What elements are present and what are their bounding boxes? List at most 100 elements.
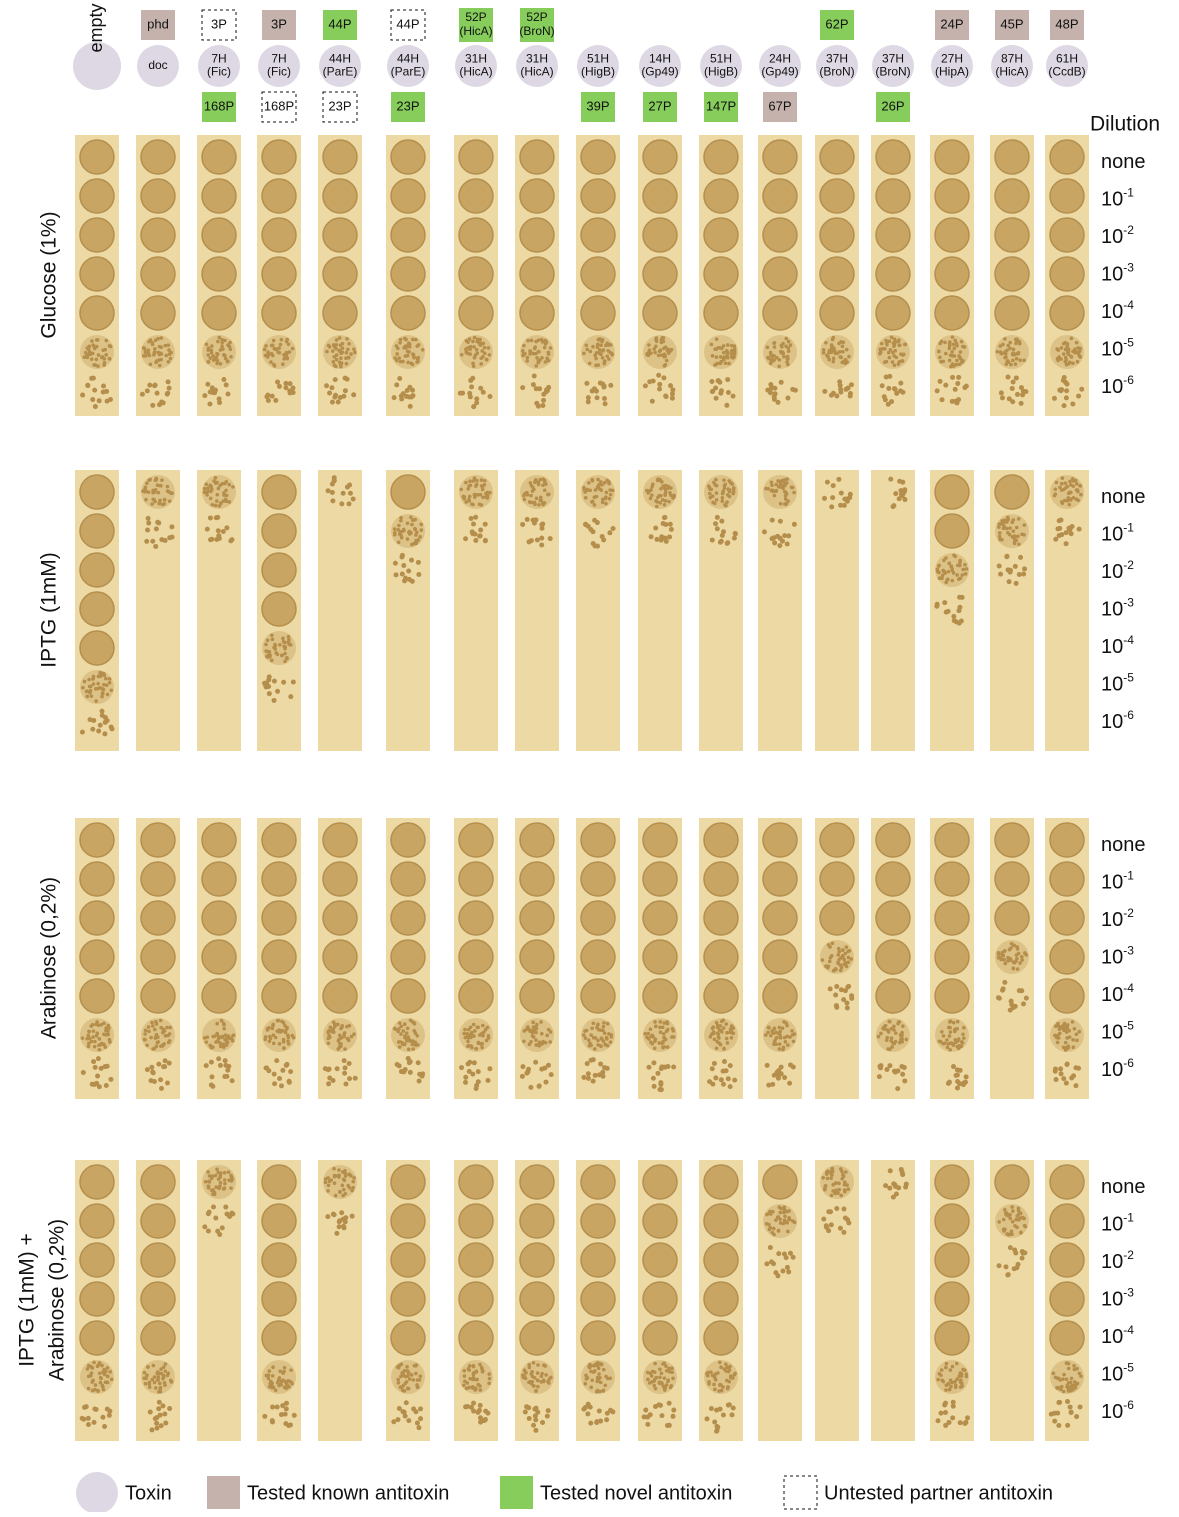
dilution-base: 10: [1101, 984, 1123, 1006]
colony: [406, 1387, 410, 1391]
dilution-label: 10-2: [1101, 558, 1134, 583]
colony: [602, 1025, 606, 1029]
colony: [1016, 534, 1020, 538]
colony: [414, 1043, 418, 1047]
colony: [728, 490, 732, 494]
colony: [469, 516, 474, 521]
colony: [1074, 1414, 1079, 1419]
condition-label: IPTG (1mM) +: [16, 1233, 39, 1367]
colony: [999, 352, 1003, 356]
colony: [948, 341, 952, 345]
colony: [885, 1036, 889, 1040]
colony: [87, 1387, 91, 1391]
plate-strip: [318, 470, 362, 751]
colony: [532, 521, 537, 526]
plate-strip: [699, 470, 743, 751]
colony: [142, 354, 146, 358]
colony: [662, 1032, 666, 1036]
colony: [229, 1211, 234, 1216]
spot: [391, 1321, 425, 1355]
colony: [780, 344, 784, 348]
spot: [80, 257, 114, 291]
colony: [1056, 1423, 1061, 1428]
colony: [268, 650, 272, 654]
colony: [1073, 1083, 1078, 1088]
colony: [468, 479, 472, 483]
colony: [646, 1378, 650, 1382]
colony: [843, 1183, 847, 1187]
spot: [141, 1165, 175, 1199]
colony: [1062, 342, 1066, 346]
colony: [397, 1063, 402, 1068]
colony: [278, 351, 282, 355]
spot: [995, 296, 1029, 330]
colony: [944, 352, 948, 356]
colony: [203, 487, 207, 491]
colony: [650, 485, 654, 489]
colony: [544, 482, 548, 486]
colony: [1064, 541, 1069, 546]
spot: [80, 1282, 114, 1316]
colony: [465, 1387, 469, 1391]
colony: [409, 558, 414, 563]
spot: [520, 296, 554, 330]
colony: [653, 1046, 657, 1050]
colony: [156, 1062, 161, 1067]
spot: [704, 1204, 738, 1238]
spot: [262, 1321, 296, 1355]
colony: [216, 1056, 221, 1061]
colony: [330, 490, 335, 495]
toxin-label: 31H: [465, 52, 487, 66]
colony: [793, 388, 798, 393]
colony: [280, 1068, 285, 1073]
colony: [664, 491, 668, 495]
colony: [782, 1020, 786, 1024]
dilution-base: 10: [1101, 1059, 1123, 1081]
colony: [159, 537, 164, 542]
colony: [85, 689, 89, 693]
colony: [665, 359, 669, 363]
colony: [531, 1021, 535, 1025]
colony: [326, 488, 331, 493]
colony: [604, 1384, 608, 1388]
colony: [407, 1047, 411, 1051]
colony: [957, 1037, 961, 1041]
colony: [905, 1038, 909, 1042]
colony: [407, 385, 412, 390]
colony: [106, 1381, 110, 1385]
colony: [940, 1379, 944, 1383]
colony: [337, 1219, 342, 1224]
colony: [339, 350, 343, 354]
colony: [1075, 341, 1079, 345]
colony: [1016, 967, 1020, 971]
colony: [166, 1372, 170, 1376]
colony: [1012, 944, 1016, 948]
colony: [710, 1066, 715, 1071]
colony: [478, 1388, 482, 1392]
colony: [1065, 1361, 1069, 1365]
colony: [394, 572, 399, 577]
colony: [529, 481, 533, 485]
colony: [396, 1378, 400, 1382]
colony: [946, 609, 951, 614]
colony: [1002, 1218, 1006, 1222]
colony: [658, 1080, 663, 1085]
colony: [163, 498, 167, 502]
colony: [769, 1034, 773, 1038]
colony: [275, 689, 280, 694]
colony: [1065, 1399, 1070, 1404]
colony: [407, 1371, 411, 1375]
colony: [671, 1065, 676, 1070]
dilution-base: 10: [1101, 947, 1123, 969]
colony: [824, 341, 828, 345]
condition-label: Arabinose (0,2%): [38, 877, 61, 1039]
colony: [411, 1043, 415, 1047]
colony: [1076, 360, 1080, 364]
legend-novel-swatch: [500, 1476, 533, 1509]
colony: [544, 339, 548, 343]
colony: [955, 1362, 959, 1366]
colony: [204, 1180, 208, 1184]
toxin-label: 7H: [271, 52, 286, 66]
spot: [581, 1243, 615, 1277]
colony: [338, 361, 342, 365]
